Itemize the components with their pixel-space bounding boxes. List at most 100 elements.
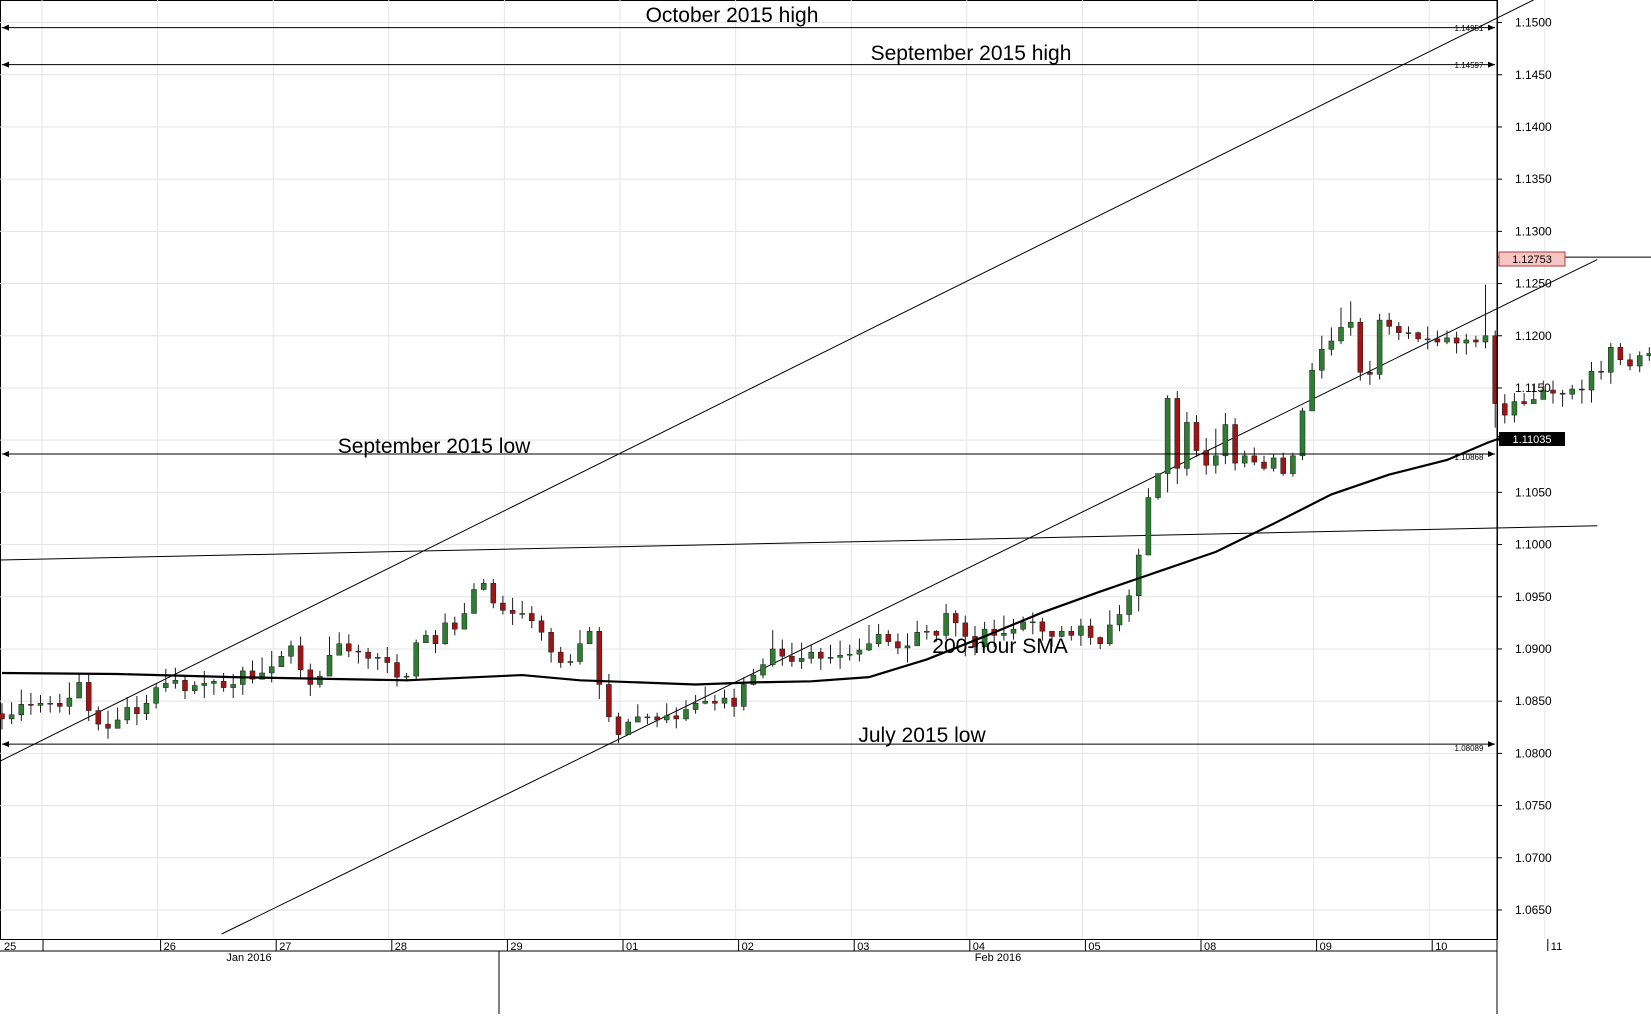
candle-body [1078, 625, 1084, 636]
candle-body [557, 651, 564, 663]
candle-body [1511, 401, 1518, 416]
candle-body [1087, 625, 1094, 638]
y-tick-label: 1.1350 [1515, 172, 1552, 186]
x-axis: 25 26 27 28 29 01 02 03 04 05 08 09 10 11 [0, 939, 1562, 1014]
price-level-arrow-left [2, 450, 9, 457]
candle-body [875, 634, 882, 644]
level-value-july-low: 1.08089 [1455, 744, 1484, 753]
candle-body [1559, 392, 1566, 395]
candle-body [798, 658, 805, 662]
candle-body [346, 643, 352, 652]
candle-body [1376, 319, 1383, 375]
candle-body [1588, 371, 1595, 391]
candle-body [615, 716, 622, 735]
price-level-arrow-right [1488, 741, 1495, 748]
candle-body [1415, 332, 1421, 340]
candle-body [355, 650, 362, 653]
month-label-feb: Feb 2016 [975, 952, 1021, 964]
price-level-arrow-right [1488, 61, 1495, 68]
candle-body [1241, 455, 1248, 464]
candle-body [933, 630, 940, 636]
candle-body [731, 697, 737, 707]
candle-body [529, 613, 535, 622]
candle-body [606, 684, 612, 718]
candle-body [1164, 398, 1171, 474]
candle-body [1193, 422, 1200, 451]
candle-body [1627, 359, 1633, 367]
candle-body [1049, 630, 1055, 637]
candle-body [1579, 388, 1585, 391]
level-label-july-low: July 2015 low [858, 724, 986, 747]
x-tick-label: 03 [857, 941, 869, 953]
candle-body [1338, 327, 1344, 342]
y-tick-label: 1.1150 [1515, 381, 1551, 395]
candle-body [789, 656, 795, 662]
y-tick-label: 1.1050 [1515, 485, 1552, 499]
candle-body [1550, 389, 1556, 394]
x-tick-label: 29 [510, 941, 522, 953]
candle-body [1521, 401, 1527, 404]
candle-body [1608, 346, 1614, 373]
x-tick-label: 01 [626, 941, 638, 953]
candle-body [1396, 326, 1402, 333]
candle-body [1473, 339, 1479, 343]
candle-body [461, 613, 468, 630]
y-tick-label: 1.1250 [1515, 277, 1552, 291]
sma-value: 1.11035 [1513, 434, 1552, 446]
candle-body [95, 710, 102, 725]
candle-body [1309, 369, 1315, 412]
x-tick-label: 11 [1551, 941, 1562, 953]
candle-body [490, 582, 497, 604]
candle-body [586, 630, 593, 644]
candle-body [1530, 399, 1537, 404]
candle-body [480, 582, 487, 590]
candle-body [66, 697, 73, 707]
candle-body [191, 685, 198, 691]
candle-body [1155, 473, 1161, 498]
candle-body [1068, 630, 1075, 636]
candle-body [1636, 355, 1643, 367]
candle-body [317, 675, 323, 685]
candle-body [37, 703, 44, 706]
candle-body [57, 703, 63, 707]
candle-body [635, 716, 641, 723]
candle-body [76, 682, 82, 699]
candle-body [442, 622, 448, 644]
trend-line-channel-lower [221, 259, 1598, 935]
candle-body [846, 653, 853, 656]
candle-body [1434, 338, 1441, 343]
candle-body [307, 669, 314, 685]
level-label-october-high: October 2015 high [646, 4, 819, 27]
candle-body [741, 684, 747, 707]
candle-body [1405, 332, 1412, 334]
candle-body [278, 656, 285, 667]
candle-body [596, 630, 603, 685]
candle-body [1001, 633, 1007, 636]
candle-body [1116, 614, 1123, 626]
candle-body [644, 716, 651, 719]
candle-body [85, 682, 92, 711]
candle-body [8, 714, 15, 720]
candle-body [837, 654, 843, 658]
candle-body [1328, 340, 1335, 350]
candle-body [779, 648, 786, 657]
candle-body [1174, 398, 1181, 469]
candle-body [702, 700, 708, 704]
x-tick-label: 25 [4, 941, 16, 953]
candle-body [124, 707, 130, 721]
candle-body [760, 664, 766, 676]
candle-body [1222, 424, 1229, 457]
candle-body [673, 715, 680, 720]
candle-body [1646, 353, 1651, 356]
candle-body [1270, 457, 1277, 469]
sma-label: 200-hour SMA [932, 635, 1067, 658]
candle-body [1569, 388, 1575, 395]
candle-body [519, 613, 525, 615]
candle-body [808, 651, 814, 659]
candle-body [249, 670, 256, 680]
trend-lines [0, 0, 1598, 935]
candle-body [28, 704, 34, 706]
candle-body [297, 645, 304, 671]
candle-body [577, 643, 583, 662]
x-tick-label: 26 [164, 941, 176, 953]
